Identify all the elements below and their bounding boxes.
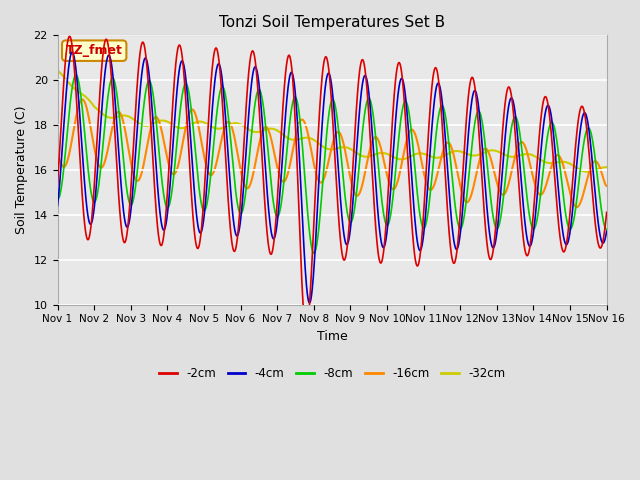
Title: Tonzi Soil Temperatures Set B: Tonzi Soil Temperatures Set B: [219, 15, 445, 30]
Y-axis label: Soil Temperature (C): Soil Temperature (C): [15, 106, 28, 234]
Legend: -2cm, -4cm, -8cm, -16cm, -32cm: -2cm, -4cm, -8cm, -16cm, -32cm: [154, 362, 510, 385]
Text: TZ_fmet: TZ_fmet: [66, 44, 123, 57]
X-axis label: Time: Time: [317, 330, 348, 343]
